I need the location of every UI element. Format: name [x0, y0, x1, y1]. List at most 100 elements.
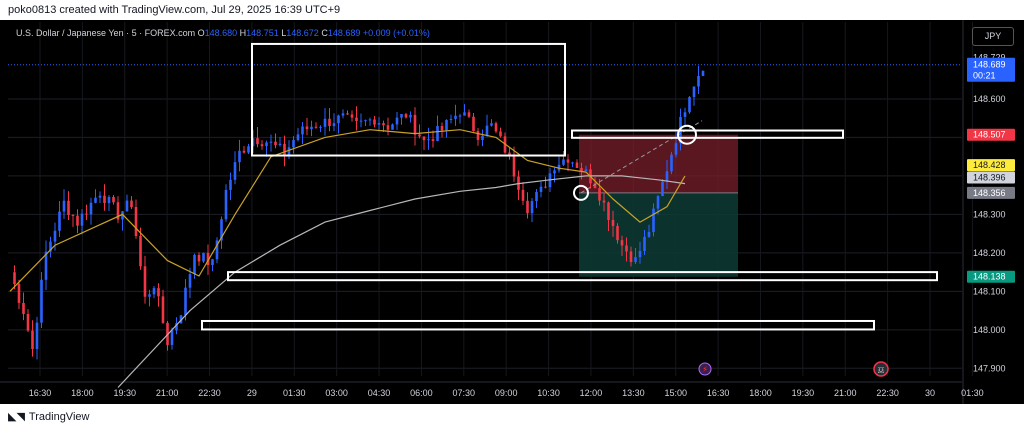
- candle-body: [238, 150, 241, 163]
- candle-body: [197, 254, 201, 262]
- x-tick-label: 18:00: [749, 388, 772, 398]
- candle-body: [512, 156, 516, 177]
- candle-body: [242, 150, 246, 153]
- candle-body: [98, 195, 102, 198]
- candle-body: [76, 215, 79, 226]
- x-tick-label: 12:00: [580, 388, 603, 398]
- candle-body: [89, 202, 93, 215]
- y-tick-label: 148.000: [973, 325, 1006, 335]
- candle-body: [26, 314, 30, 331]
- x-tick-label: 18:00: [71, 388, 94, 398]
- candle-body: [652, 208, 655, 232]
- price-tag-bg: [967, 159, 1015, 172]
- candle-body: [445, 119, 448, 131]
- y-tick-label: 148.600: [973, 94, 1006, 104]
- candle-body: [490, 123, 493, 126]
- price-tag-bg: [967, 171, 1015, 184]
- candle-body: [476, 130, 480, 140]
- candle-body: [184, 287, 187, 316]
- last-price-tag-label: 148.689: [973, 60, 1006, 70]
- x-tick-label: 06:00: [410, 388, 433, 398]
- annotation-circle-1: [573, 184, 589, 201]
- x-tick-label: 04:30: [368, 388, 391, 398]
- high-value: 148.751: [246, 28, 279, 38]
- chart-background: [0, 20, 1024, 404]
- candle-body: [301, 126, 304, 135]
- candle-body: [418, 134, 421, 137]
- candle-body: [364, 120, 367, 122]
- y-tick-label: 148.300: [973, 209, 1006, 219]
- candle-body: [139, 236, 142, 267]
- candle-body: [58, 211, 61, 231]
- currency-button[interactable]: JPY: [972, 27, 1014, 46]
- candle-body: [305, 126, 309, 130]
- candle-body: [31, 330, 34, 349]
- close-label: C: [321, 28, 328, 38]
- candle-body: [584, 169, 588, 171]
- candle-body: [53, 230, 57, 242]
- price-tag-bg: [967, 128, 1015, 141]
- candle-body: [674, 143, 678, 155]
- bar-countdown-label: 00:21: [973, 71, 996, 81]
- candle-body: [332, 123, 336, 127]
- candle-body: [382, 123, 385, 126]
- candle-body: [683, 112, 687, 117]
- candle-body: [463, 112, 466, 116]
- symbol-legend: U.S. Dollar / Japanese Yen · 5 · FOREX.c…: [16, 28, 430, 38]
- candle-body: [553, 170, 556, 174]
- candle-body: [296, 134, 300, 141]
- candle-body: [625, 245, 628, 252]
- x-tick-label: 21:00: [156, 388, 179, 398]
- candle-body: [670, 154, 673, 172]
- x-tick-label: 09:00: [495, 388, 518, 398]
- candle-body: [256, 138, 259, 145]
- candle-body: [449, 118, 453, 120]
- candle-body: [526, 200, 529, 214]
- candle-body: [224, 189, 228, 220]
- candle-body: [103, 195, 106, 204]
- candle-body: [292, 140, 295, 148]
- candle-body: [355, 117, 358, 122]
- candle-body: [440, 126, 444, 131]
- price-tag-label: 148.356: [973, 188, 1006, 198]
- candle-body: [107, 196, 111, 204]
- slow-moving-average: [117, 175, 686, 388]
- candle-body: [265, 142, 268, 147]
- candle-body: [598, 188, 601, 201]
- candle-body: [530, 201, 534, 214]
- candle-body: [431, 139, 435, 142]
- candle-body: [409, 114, 412, 118]
- x-tick-label: 01:30: [283, 388, 306, 398]
- candle-body: [341, 113, 345, 116]
- candle-body: [688, 97, 691, 113]
- candle-body: [121, 211, 124, 220]
- candle-body: [278, 143, 282, 146]
- x-tick-label: 19:30: [792, 388, 815, 398]
- candle-body: [94, 197, 97, 203]
- candle-body: [616, 225, 619, 241]
- created-text: poko0813 created with TradingView.com, J…: [8, 4, 341, 16]
- x-tick-label: 15:00: [664, 388, 687, 398]
- low-value: 148.672: [286, 28, 319, 38]
- candle-body: [611, 219, 615, 226]
- candle-body: [287, 147, 291, 156]
- candle-body: [427, 139, 430, 141]
- candle-body: [485, 125, 489, 136]
- candle-body: [328, 118, 331, 127]
- candle-body: [319, 126, 322, 128]
- tradingview-brand: TradingView: [28, 410, 90, 423]
- price-chart[interactable]: 148.600148.500148.400148.300148.200148.1…: [0, 20, 1024, 404]
- candle-body: [539, 186, 543, 192]
- candle-body: [481, 135, 484, 140]
- candle-body: [638, 250, 642, 258]
- candle-body: [233, 162, 237, 180]
- candle-body: [413, 114, 417, 135]
- y-tick-label: 148.100: [973, 286, 1006, 296]
- y-tick-label: 148.200: [973, 248, 1006, 258]
- x-tick-label: 07:30: [453, 388, 476, 398]
- tradingview-logo[interactable]: ◣◥ TradingView: [8, 410, 89, 423]
- candle-body: [323, 118, 327, 127]
- candle-body: [283, 143, 286, 156]
- candle-body: [571, 162, 574, 164]
- candle-body: [499, 131, 502, 137]
